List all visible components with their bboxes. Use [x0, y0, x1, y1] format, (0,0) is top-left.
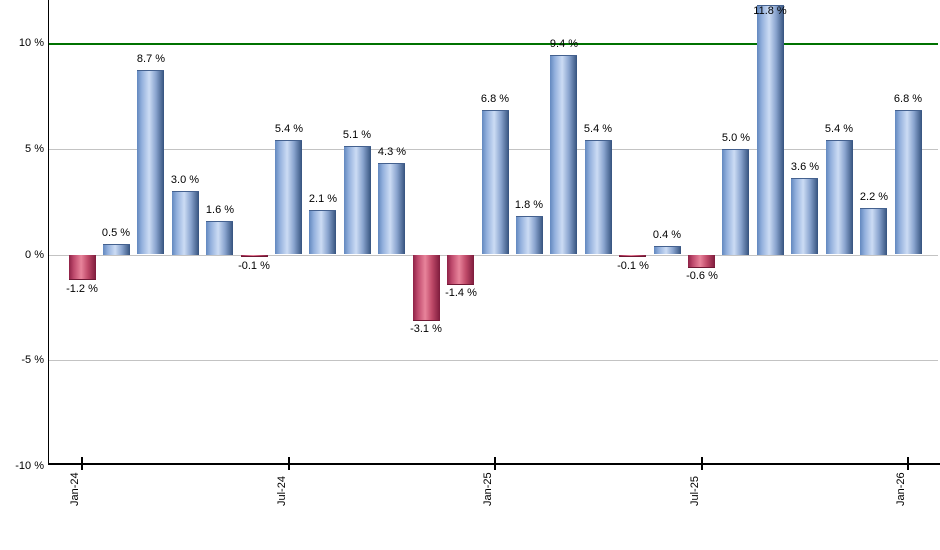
bar-value-label-oct-25: 3.6 % — [790, 161, 820, 173]
bar-value-label-sep-24: 5.1 % — [342, 129, 372, 141]
bar-value-label-feb-25: 1.8 % — [514, 199, 544, 211]
bar-value-label-feb-24: 0.5 % — [101, 227, 131, 239]
y-tick-label-10%: 10 % — [18, 37, 44, 49]
bar-aug-25 — [722, 149, 749, 255]
bar-aug-24 — [309, 210, 336, 254]
gridline-0pct — [48, 255, 938, 256]
bar-value-label-jan-25: 6.8 % — [480, 93, 510, 105]
bar-value-label-may-24: 1.6 % — [205, 204, 235, 216]
bar-mar-24 — [137, 70, 164, 254]
bar-mar-25 — [550, 55, 577, 254]
bar-oct-24 — [378, 163, 405, 254]
bar-value-label-jan-24: -1.2 % — [66, 283, 98, 295]
bar-feb-25 — [516, 216, 543, 254]
bar-value-label-may-25: -0.1 % — [617, 260, 649, 272]
bar-oct-25 — [791, 178, 818, 254]
bar-value-label-mar-24: 8.7 % — [136, 53, 166, 65]
bar-value-label-nov-25: 5.4 % — [824, 123, 854, 135]
bar-may-25 — [619, 255, 646, 257]
bar-jun-24 — [241, 255, 268, 257]
bar-value-label-jun-25: 0.4 % — [652, 229, 682, 241]
reference-line-10pct — [48, 43, 938, 45]
bar-nov-25 — [826, 140, 853, 254]
y-tick-label-5%: 5 % — [25, 143, 44, 155]
bar-value-label-apr-24: 3.0 % — [170, 174, 200, 186]
x-tick-mark-jul-24 — [288, 457, 290, 470]
bar-value-label-mar-25: 9.4 % — [549, 38, 579, 50]
bar-value-label-jan-26: 6.8 % — [893, 93, 923, 105]
x-tick-mark-jan-25 — [494, 457, 496, 470]
bar-feb-24 — [103, 244, 130, 255]
x-tick-label-jan-25: Jan-25 — [482, 472, 494, 506]
bar-jan-26 — [895, 110, 922, 254]
x-tick-label-jul-24: Jul-24 — [276, 476, 288, 506]
y-tick-label--10%: -10 % — [15, 460, 44, 472]
x-tick-label-jan-24: Jan-24 — [69, 472, 81, 506]
bar-sep-25 — [757, 5, 784, 255]
bar-value-label-jul-25: -0.6 % — [686, 270, 718, 282]
bar-value-label-aug-25: 5.0 % — [721, 132, 751, 144]
bar-sep-24 — [344, 146, 371, 254]
bar-apr-25 — [585, 140, 612, 254]
bar-dec-24 — [447, 255, 474, 285]
bar-value-label-jun-24: -0.1 % — [238, 260, 270, 272]
bar-value-label-nov-24: -3.1 % — [410, 323, 442, 335]
x-tick-mark-jan-24 — [81, 457, 83, 470]
bar-value-label-dec-25: 2.2 % — [859, 191, 889, 203]
y-tick-label--5%: -5 % — [21, 354, 44, 366]
x-tick-label-jul-25: Jul-25 — [689, 476, 701, 506]
y-tick-label-0%: 0 % — [25, 249, 44, 261]
bar-jan-24 — [69, 255, 96, 280]
bar-value-label-dec-24: -1.4 % — [445, 287, 477, 299]
bar-value-label-jul-24: 5.4 % — [274, 123, 304, 135]
bar-may-24 — [206, 221, 233, 255]
bar-value-label-apr-25: 5.4 % — [583, 123, 613, 135]
bar-jan-25 — [482, 110, 509, 254]
x-tick-mark-jul-25 — [701, 457, 703, 470]
bar-value-label-aug-24: 2.1 % — [308, 193, 338, 205]
bar-nov-24 — [413, 255, 440, 321]
x-tick-label-jan-26: Jan-26 — [895, 472, 907, 506]
bar-dec-25 — [860, 208, 887, 255]
gridline--5pct — [48, 360, 938, 361]
bar-value-label-oct-24: 4.3 % — [377, 146, 407, 158]
y-axis-line — [48, 0, 49, 465]
bar-value-label-sep-25: 11.8 % — [753, 5, 787, 17]
bar-jun-25 — [654, 246, 681, 254]
bar-jul-25 — [688, 255, 715, 268]
x-tick-mark-jan-26 — [907, 457, 909, 470]
bar-jul-24 — [275, 140, 302, 254]
bar-apr-24 — [172, 191, 199, 255]
